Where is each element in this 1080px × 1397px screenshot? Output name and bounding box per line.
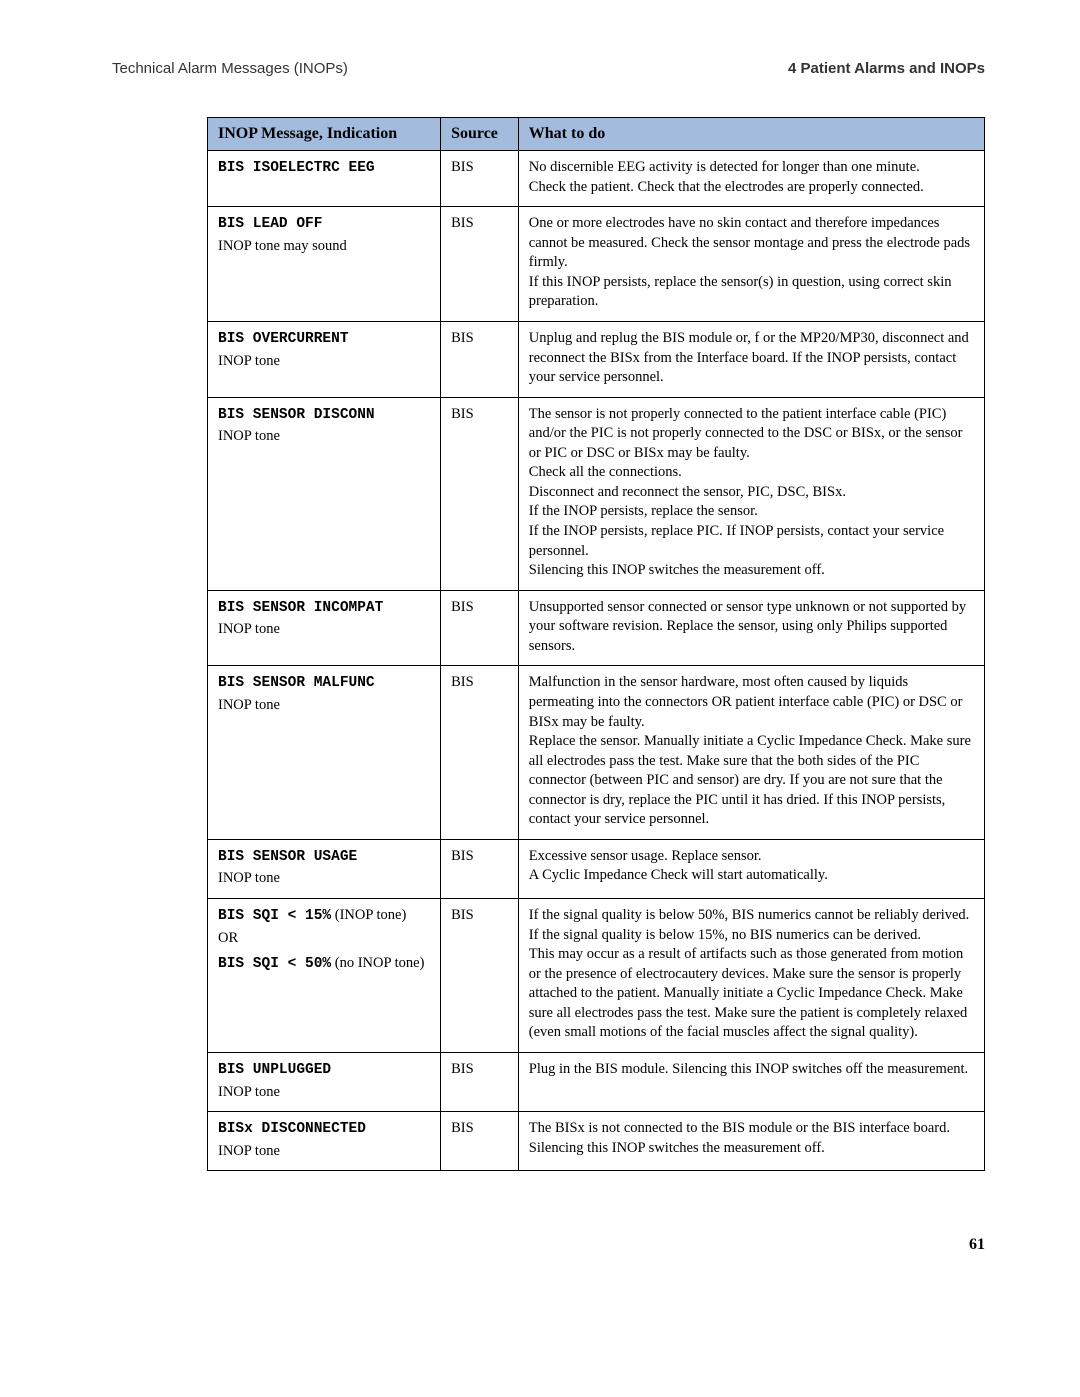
cell-source: BIS: [441, 590, 519, 666]
col-header-source: Source: [441, 118, 519, 151]
cell-source: BIS: [441, 1052, 519, 1111]
cell-source: BIS: [441, 397, 519, 590]
cell-message: BIS SENSOR DISCONN INOP tone: [208, 397, 441, 590]
table-row: BIS OVERCURRENT INOP tone BIS Unplug and…: [208, 321, 985, 397]
table-header-row: INOP Message, Indication Source What to …: [208, 118, 985, 151]
msg-code: BIS SQI < 50%: [218, 956, 331, 972]
msg-code: BIS SQI < 15%: [218, 908, 331, 924]
header-right-text: 4 Patient Alarms and INOPs: [788, 60, 985, 77]
msg-subtext: INOP tone: [218, 620, 430, 640]
cell-action: One or more electrodes have no skin cont…: [518, 207, 984, 322]
msg-subtext: INOP tone may sound: [218, 237, 430, 257]
inop-table: INOP Message, Indication Source What to …: [207, 117, 985, 1171]
cell-source: BIS: [441, 321, 519, 397]
cell-message: BIS SQI < 15% (INOP tone) OR BIS SQI < 5…: [208, 899, 441, 1053]
cell-source: BIS: [441, 899, 519, 1053]
cell-message: BIS OVERCURRENT INOP tone: [208, 321, 441, 397]
msg-code: BIS UNPLUGGED: [218, 1062, 331, 1078]
msg-code: BISx DISCONNECTED: [218, 1121, 366, 1137]
col-header-message: INOP Message, Indication: [208, 118, 441, 151]
cell-message: BIS UNPLUGGED INOP tone: [208, 1052, 441, 1111]
cell-message: BIS SENSOR USAGE INOP tone: [208, 839, 441, 898]
cell-action: Malfunction in the sensor hardware, most…: [518, 666, 984, 840]
msg-code: BIS SENSOR DISCONN: [218, 407, 375, 423]
msg-subtext: INOP tone: [218, 1083, 430, 1103]
cell-action: No discernible EEG activity is detected …: [518, 151, 984, 207]
cell-message: BISx DISCONNECTED INOP tone: [208, 1112, 441, 1171]
msg-subtext: INOP tone: [218, 427, 430, 447]
msg-code: BIS LEAD OFF: [218, 216, 322, 232]
table-row: BIS UNPLUGGED INOP tone BIS Plug in the …: [208, 1052, 985, 1111]
page-number: 61: [112, 1236, 985, 1254]
msg-code: BIS ISOELECTRC EEG: [218, 160, 375, 176]
table-row: BIS SENSOR INCOMPAT INOP tone BIS Unsupp…: [208, 590, 985, 666]
cell-source: BIS: [441, 207, 519, 322]
cell-action: If the signal quality is below 50%, BIS …: [518, 899, 984, 1053]
msg-subtext: INOP tone: [218, 1142, 430, 1162]
msg-code: BIS SENSOR MALFUNC: [218, 675, 375, 691]
msg-code: BIS OVERCURRENT: [218, 331, 349, 347]
cell-action: Unsupported sensor connected or sensor t…: [518, 590, 984, 666]
table-row: BIS SENSOR DISCONN INOP tone BIS The sen…: [208, 397, 985, 590]
header-left-text: Technical Alarm Messages (INOPs): [112, 60, 348, 77]
cell-source: BIS: [441, 666, 519, 840]
cell-source: BIS: [441, 1112, 519, 1171]
page-header: Technical Alarm Messages (INOPs) 4 Patie…: [112, 60, 985, 77]
cell-message: BIS ISOELECTRC EEG: [208, 151, 441, 207]
msg-note: (no INOP tone): [331, 955, 424, 971]
cell-source: BIS: [441, 151, 519, 207]
msg-code: BIS SENSOR INCOMPAT: [218, 600, 383, 616]
page-container: Technical Alarm Messages (INOPs) 4 Patie…: [0, 0, 1080, 1294]
msg-code: BIS SENSOR USAGE: [218, 849, 357, 865]
col-header-action: What to do: [518, 118, 984, 151]
msg-subtext: INOP tone: [218, 696, 430, 716]
cell-message: BIS SENSOR INCOMPAT INOP tone: [208, 590, 441, 666]
table-row: BIS SENSOR MALFUNC INOP tone BIS Malfunc…: [208, 666, 985, 840]
cell-action: The sensor is not properly connected to …: [518, 397, 984, 590]
cell-message: BIS LEAD OFF INOP tone may sound: [208, 207, 441, 322]
cell-action: Plug in the BIS module. Silencing this I…: [518, 1052, 984, 1111]
msg-note: (INOP tone): [331, 907, 406, 923]
cell-message: BIS SENSOR MALFUNC INOP tone: [208, 666, 441, 840]
msg-or: OR: [218, 929, 430, 949]
table-row: BIS LEAD OFF INOP tone may sound BIS One…: [208, 207, 985, 322]
cell-action: The BISx is not connected to the BIS mod…: [518, 1112, 984, 1171]
table-row: BISx DISCONNECTED INOP tone BIS The BISx…: [208, 1112, 985, 1171]
msg-subtext: INOP tone: [218, 352, 430, 372]
msg-subtext: INOP tone: [218, 869, 430, 889]
table-row: BIS SQI < 15% (INOP tone) OR BIS SQI < 5…: [208, 899, 985, 1053]
table-row: BIS SENSOR USAGE INOP tone BIS Excessive…: [208, 839, 985, 898]
cell-action: Unplug and replug the BIS module or, f o…: [518, 321, 984, 397]
table-row: BIS ISOELECTRC EEG BIS No discernible EE…: [208, 151, 985, 207]
cell-action: Excessive sensor usage. Replace sensor.A…: [518, 839, 984, 898]
cell-source: BIS: [441, 839, 519, 898]
